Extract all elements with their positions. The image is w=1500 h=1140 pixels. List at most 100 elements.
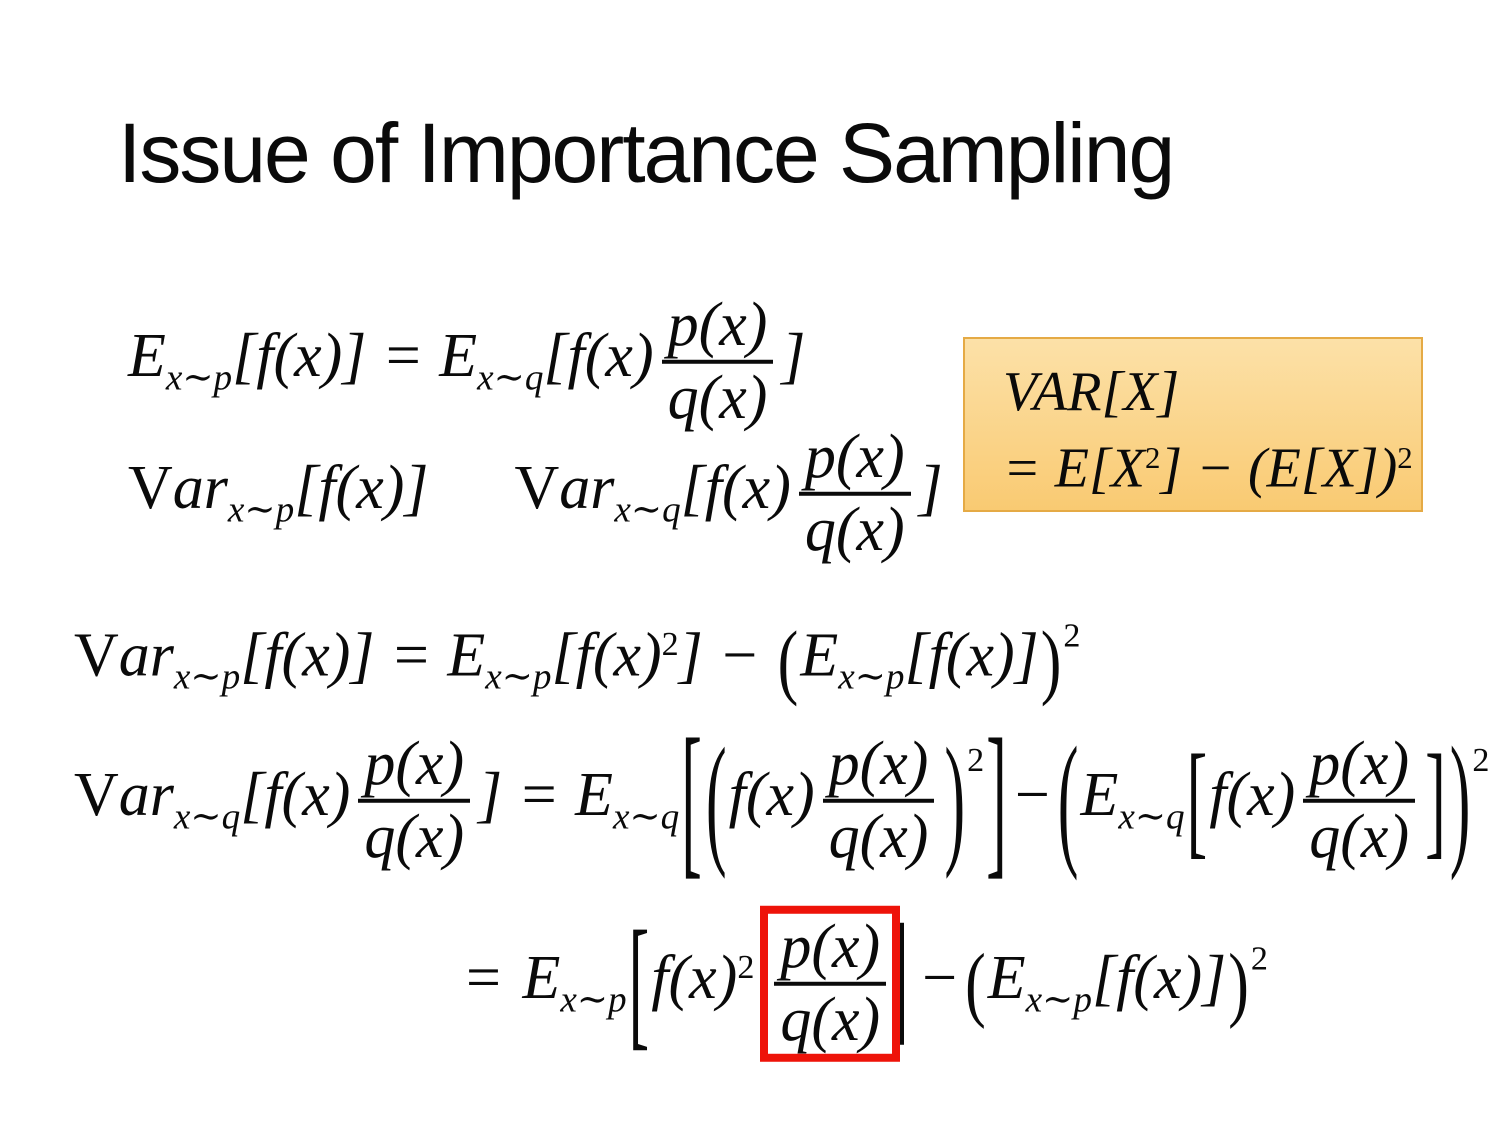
big-left-paren: ( [705,721,727,881]
math-run: [f(x)] [1091,944,1227,1013]
equation-content: Varx∼p[f(x)] Varx∼q[f(x) p(x) q(x)] [128,422,943,562]
big-right-paren: ) [1228,938,1249,1030]
math-run: [f(x) [680,454,791,523]
subscript: x∼q [1118,796,1185,838]
equation-variance-p-expansion: Varx∼p[f(x)] = Ex∼p[f(x)2] − (Ex∼p[f(x)]… [74,618,1080,741]
highlight-red-box: p(x) q(x) [760,905,901,1063]
math-op: V [74,761,119,830]
math-var: E [447,621,486,690]
subscript: x∼q [613,796,680,838]
math-op: V [128,454,173,523]
subscript: x∼p [838,656,905,698]
math-var: ar [559,454,615,523]
big-left-bracket: [ [628,904,650,1064]
big-right-bracket: ] [1425,731,1446,871]
math-run: f(x) [728,761,815,830]
minus-sign: − [922,944,958,1013]
math-var: E [522,944,561,1013]
note-line-2: = E[X2] − (E[X])2 [1003,425,1421,501]
math-var: E [575,761,614,830]
fraction-denominator: q(x) [1303,799,1416,869]
superscript: 2 [1145,441,1161,475]
math-var: ar [118,761,174,830]
big-right-paren: ) [1449,719,1471,883]
subscript: x∼p [560,979,627,1021]
equation-content: Ex∼p[f(x)] = Ex∼q[f(x) p(x) q(x)] [128,290,806,430]
math-run: [f(x) [543,322,654,391]
fraction-p-over-q: p(x) q(x) [822,729,935,869]
fraction-numerator: p(x) [364,729,465,798]
math-run: f(x) [651,944,738,1013]
fraction-numerator: p(x) [1309,729,1410,798]
math-run: [f(x)] [294,454,429,523]
math-run: f(x) [1209,761,1296,830]
subscript: x∼q [614,489,681,531]
big-left-paren: ( [965,938,986,1030]
math-var: E [439,322,478,391]
fraction-p-over-q: p(x) q(x) [798,422,911,562]
fraction-numerator: p(x) [667,290,768,359]
equals-sign: = [466,944,517,1013]
subscript: x∼p [485,656,552,698]
big-right-bracket: ] [986,707,1007,895]
math-run: [f(x) [551,621,662,690]
equation-variance-pair: Varx∼p[f(x)] Varx∼q[f(x) p(x) q(x)] [128,425,943,630]
big-left-bracket: [ [681,707,702,895]
math-op: V [514,454,560,523]
variance-definition-box: VAR[X] = E[X2] − (E[X])2 [963,337,1423,512]
closing-bracket-bar [900,923,905,1045]
note-text: = E[X [1003,437,1145,500]
fraction-p-over-q: p(x) q(x) [774,912,887,1052]
math-run: [f(x) [240,761,351,830]
math-var: E [128,322,166,391]
note-line-1: VAR[X] [1003,359,1421,425]
superscript: 2 [1250,940,1268,978]
subscript: x∼p [165,357,233,399]
fraction-denominator: q(x) [774,982,887,1052]
fraction-numerator: p(x) [804,422,905,491]
math-var: E [987,944,1026,1013]
fraction-p-over-q: p(x) q(x) [661,290,774,430]
subscript: x∼q [477,357,544,399]
equation-final-line: = Ex∼p[f(x)2 p(x) q(x) − (Ex∼p[f(x)])2 [460,905,1268,1140]
big-left-paren: ( [777,615,799,708]
big-left-bracket: [ [1186,731,1208,871]
big-left-paren: ( [1057,719,1079,883]
superscript: 2 [737,948,755,986]
note-text: ] − (E[X]) [1160,437,1398,500]
math-var: E [1080,761,1119,830]
superscript: 2 [1397,441,1413,475]
big-right-paren: ) [1040,615,1062,708]
math-run: ] − [678,621,776,690]
subscript: x∼p [227,489,295,531]
subscript: x∼p [173,656,241,698]
equation-variance-q-expansion: Varx∼q[f(x) p(x) q(x)] = Ex∼q[(f(x) p(x) q(x… [74,716,1489,937]
note-text: VAR[X] [1003,361,1180,423]
equation-content: Varx∼p[f(x)] = Ex∼p[f(x)2] − (Ex∼p[f(x)]… [74,617,1081,704]
math-run: ] [781,322,806,391]
fraction-denominator: q(x) [661,360,774,430]
math-var: ar [172,454,228,523]
superscript: 2 [1063,617,1081,655]
equation-content: Varx∼q[f(x) p(x) q(x)] = Ex∼q[(f(x) p(x) q(x… [74,716,1490,887]
big-right-paren: ) [944,721,966,881]
math-run: ] [918,454,943,523]
subscript: x∼p [1025,979,1092,1021]
minus-sign: − [1014,761,1050,830]
math-run: ] = [478,761,576,830]
math-op: V [74,621,119,690]
superscript: 2 [1472,741,1490,779]
fraction-p-over-q: p(x) q(x) [358,729,471,869]
subscript: x∼q [173,796,241,838]
fraction-denominator: q(x) [822,799,935,869]
page-title: Issue of Importance Sampling [118,106,1175,200]
math-run: [f(x)] = [232,322,440,391]
superscript: 2 [661,626,679,664]
fraction-numerator: p(x) [828,729,929,798]
equation-content: = Ex∼p[f(x)2 p(x) q(x) − (Ex∼p[f(x)])2 [460,904,1268,1064]
fraction-p-over-q: p(x) q(x) [1303,729,1416,869]
equation-expectation-identity: Ex∼p[f(x)] = Ex∼q[f(x) p(x) q(x)] [128,293,806,498]
math-var: ar [118,621,174,690]
fraction-numerator: p(x) [780,912,881,981]
